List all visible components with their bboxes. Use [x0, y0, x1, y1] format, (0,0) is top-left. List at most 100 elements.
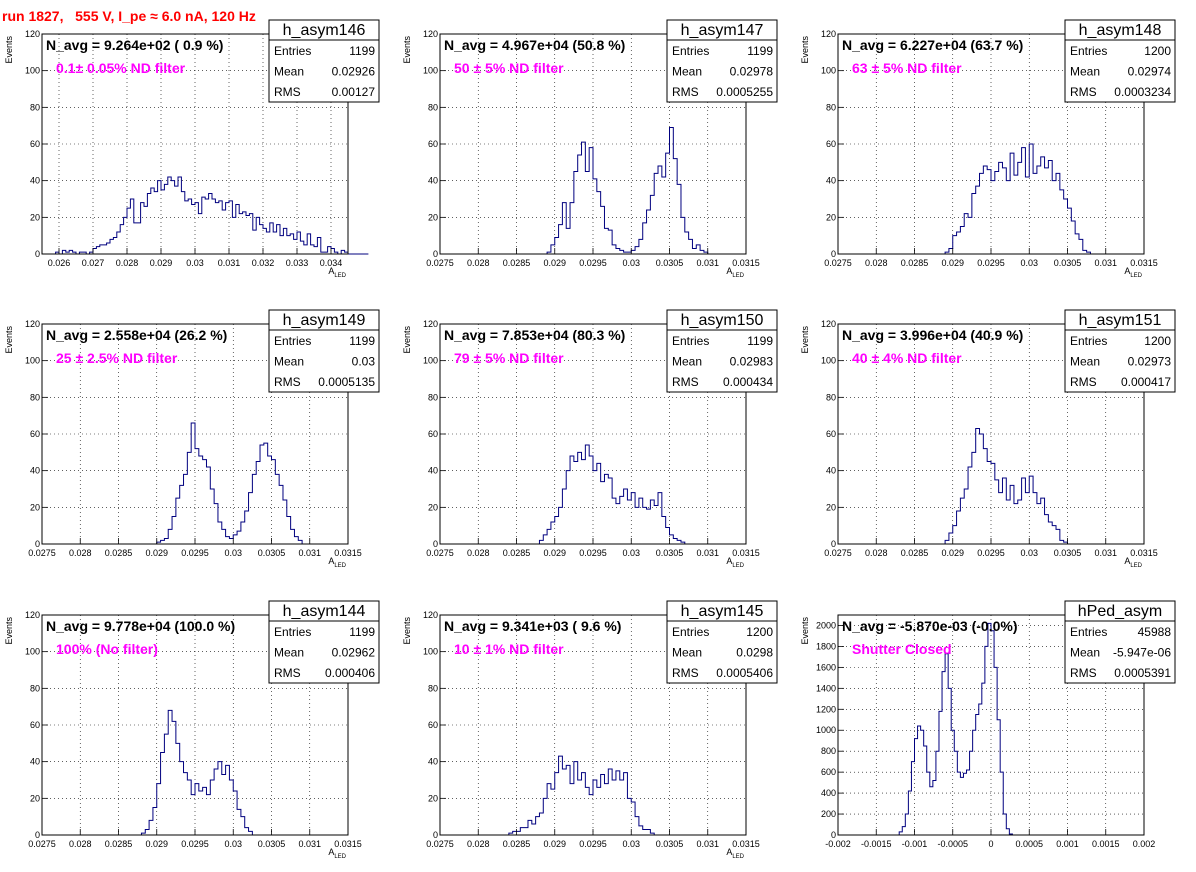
stats-value: 0.02983 [730, 355, 774, 369]
y-tick-label: 0 [831, 249, 836, 259]
x-tick-label: 0.0285 [503, 548, 531, 558]
n-avg-label: N_avg = 9.778e+04 (100.0 %) [46, 618, 235, 634]
stats-key: Mean [672, 355, 702, 369]
x-tick-label: 0.0305 [258, 548, 286, 558]
y-axis-label: Events [800, 326, 810, 354]
stats-value: 1200 [1144, 44, 1171, 58]
stats-body-box [666, 39, 778, 103]
filter-label: 100% (No filter) [56, 641, 158, 657]
y-tick-label: 20 [428, 793, 438, 803]
stats-key: Entries [672, 625, 709, 639]
stats-box: h_asym146 Entries 1199 Mean 0.02926 RMS 0.0012… [268, 19, 380, 103]
n-avg-label: N_avg = 6.227e+04 (63.7 %) [842, 37, 1023, 53]
x-tick-label: 0.0285 [901, 258, 929, 268]
y-axis-label: Events [800, 36, 810, 64]
histogram-pad-h_asym144: 0.0275 0.028 0.0285 0.029 0.0295 0.03 0.0305 0.… [4, 600, 380, 860]
y-tick-label: 120 [821, 319, 836, 329]
y-tick-label: 20 [428, 212, 438, 222]
stats-value: 1199 [747, 44, 773, 58]
stats-body-box [666, 329, 778, 393]
stats-key: Entries [274, 44, 311, 58]
x-tick-label: 0.0305 [258, 839, 286, 849]
x-tick-label: 0.0285 [105, 839, 133, 849]
y-tick-label: 120 [25, 319, 40, 329]
stats-key: Entries [1070, 625, 1107, 639]
x-tick-label: 0.0295 [181, 839, 209, 849]
x-tick-label: 0.029 [150, 258, 173, 268]
stats-key: Mean [274, 65, 304, 79]
stats-key: RMS [274, 85, 301, 99]
stats-value: 0.000434 [723, 375, 773, 389]
x-tick-label: 0.031 [218, 258, 241, 268]
y-tick-label: 40 [30, 466, 40, 476]
stats-value: 0.02978 [730, 65, 774, 79]
filter-label: 79 ± 5% ND filter [454, 350, 564, 366]
n-avg-label: N_avg = 3.996e+04 (40.9 %) [842, 327, 1023, 343]
stats-box: hPed_asym Entries 45988 Mean -5.947e-06 RMS 0.… [1064, 600, 1176, 684]
y-tick-label: 80 [30, 683, 40, 693]
stats-value: 0.00127 [332, 85, 376, 99]
stats-value: 0.000417 [1121, 375, 1171, 389]
stats-key: Entries [1070, 44, 1107, 58]
x-tick-label: 0.0275 [824, 548, 852, 558]
y-tick-label: 1600 [816, 662, 836, 672]
x-tick-label: 0.028 [865, 258, 888, 268]
x-tick-label: 0.0015 [1092, 839, 1120, 849]
x-tick-label: 0.03 [224, 548, 242, 558]
x-tick-label: 0.028 [467, 839, 490, 849]
histogram-pad-hPed_asym: -0.002 -0.0015 -0.001 -0.0005 0 0.0005 0.001 0.… [800, 600, 1176, 849]
y-tick-label: 100 [25, 647, 40, 657]
stats-key: Mean [274, 355, 304, 369]
histogram-pad-h_asym150: 0.0275 0.028 0.0285 0.029 0.0295 0.03 0.0305 0.… [402, 309, 778, 569]
stats-key: RMS [1070, 85, 1097, 99]
x-tick-label: 0.0285 [105, 548, 133, 558]
x-tick-label: 0.03 [622, 839, 640, 849]
y-tick-label: 80 [30, 392, 40, 402]
stats-title: hPed_asym [1078, 603, 1163, 620]
x-tick-label: 0.029 [145, 548, 168, 558]
x-tick-label: 0.0295 [579, 258, 607, 268]
histogram-pad-h_asym151: 0.0275 0.028 0.0285 0.029 0.0295 0.03 0.0305 0.… [800, 309, 1176, 569]
stats-box: h_asym151 Entries 1200 Mean 0.02973 RMS 0.0004… [1064, 309, 1176, 393]
filter-label: 40 ± 4% ND filter [852, 350, 962, 366]
filter-label: Shutter Closed [852, 641, 952, 657]
stats-body-box [666, 620, 778, 684]
x-tick-label: 0.026 [48, 258, 71, 268]
stats-body-box [268, 620, 380, 684]
y-tick-label: 20 [30, 212, 40, 222]
x-tick-label: 0.031 [1094, 258, 1117, 268]
y-tick-label: 1400 [816, 683, 836, 693]
histogram-pad-h_asym147: 0.0275 0.028 0.0285 0.029 0.0295 0.03 0.0305 0.… [402, 19, 778, 279]
x-tick-label: 0.029 [543, 548, 566, 558]
y-tick-label: 120 [25, 29, 40, 39]
histogram-line [55, 176, 369, 255]
x-tick-label: 0.0315 [334, 548, 362, 558]
x-tick-label: 0.0295 [579, 548, 607, 558]
x-tick-label: 0.027 [82, 258, 105, 268]
y-tick-label: 40 [826, 176, 836, 186]
stats-key: Mean [1070, 355, 1100, 369]
stats-body-box [1064, 39, 1176, 103]
stats-value: 0.0005255 [716, 85, 773, 99]
y-tick-label: 20 [30, 793, 40, 803]
x-tick-label: 0.0315 [732, 548, 760, 558]
x-tick-label: 0.0275 [28, 548, 56, 558]
y-tick-label: 100 [423, 66, 438, 76]
stats-key: Entries [274, 625, 311, 639]
x-tick-label: -0.0015 [861, 839, 892, 849]
x-tick-label: -0.0005 [937, 839, 968, 849]
x-tick-label: 0.029 [543, 258, 566, 268]
stats-body-box [1064, 329, 1176, 393]
x-tick-label: 0.029 [543, 839, 566, 849]
y-tick-label: 60 [30, 139, 40, 149]
stats-key: RMS [1070, 375, 1097, 389]
x-tick-label: 0.031 [696, 839, 719, 849]
stats-value: 1199 [349, 334, 375, 348]
n-avg-label: N_avg = 9.341e+03 ( 9.6 %) [444, 618, 621, 634]
x-tick-label: 0.029 [145, 839, 168, 849]
y-tick-label: 40 [30, 176, 40, 186]
histogram-line [140, 709, 257, 836]
stats-key: Mean [672, 646, 702, 660]
x-tick-label: 0.03 [622, 258, 640, 268]
y-tick-label: 40 [30, 757, 40, 767]
